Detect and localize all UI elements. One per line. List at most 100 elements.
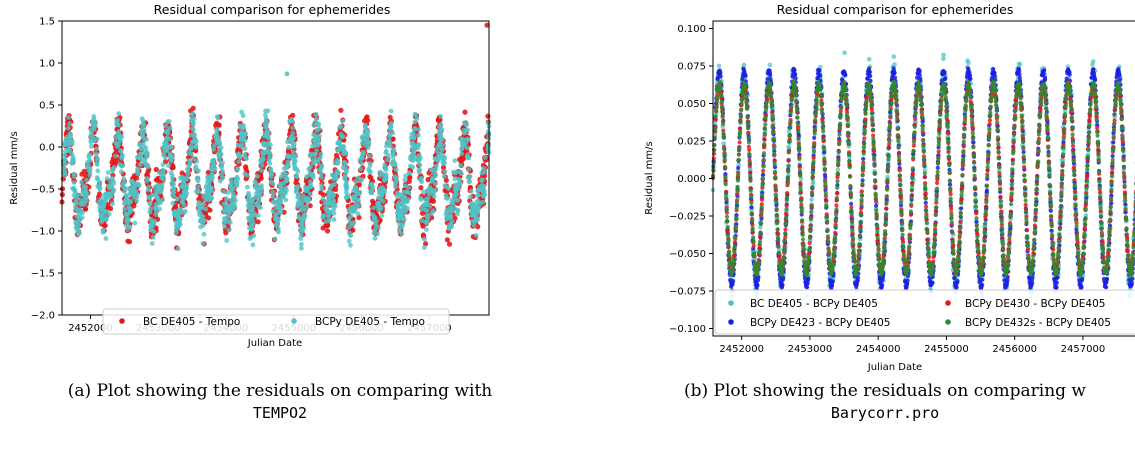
chart-a-point xyxy=(221,220,227,225)
chart-a-point xyxy=(371,230,377,236)
chart-a-point xyxy=(227,220,233,225)
chart-a-point xyxy=(62,152,67,158)
chart-a-point xyxy=(374,218,379,224)
chart-a-point xyxy=(356,214,362,221)
chart-a-point xyxy=(219,172,224,178)
chart-a-point xyxy=(407,170,412,176)
chart-a-point xyxy=(128,199,134,205)
chart-a-point xyxy=(442,169,448,174)
chart-a-point xyxy=(193,139,199,145)
chart-a-point xyxy=(253,185,259,191)
chart-a-point xyxy=(406,178,412,184)
chart-a-ylabel: Residual mm/s xyxy=(9,131,20,204)
chart-a-point xyxy=(94,146,99,152)
chart-a-point xyxy=(439,147,445,153)
chart-a-y-tick-label: 0.5 xyxy=(39,101,55,112)
chart-a-point xyxy=(278,210,284,215)
chart-a-point xyxy=(355,211,361,217)
chart-a-point xyxy=(95,157,100,162)
chart-a-point xyxy=(371,205,376,211)
chart-b-points xyxy=(710,50,1135,298)
chart-a-point xyxy=(317,133,322,139)
chart-a-point xyxy=(375,231,380,237)
chart-a-point xyxy=(139,116,145,121)
chart-a-point xyxy=(177,210,183,216)
chart-a-point xyxy=(293,173,299,179)
chart-a-point xyxy=(249,198,255,203)
chart-a-point xyxy=(344,185,349,191)
chart-a-point xyxy=(166,163,171,168)
chart-a-point xyxy=(128,179,134,185)
chart-b-point xyxy=(891,54,897,59)
chart-b-point xyxy=(1016,61,1022,67)
chart-a-point xyxy=(85,159,91,165)
chart-a-point xyxy=(277,182,283,188)
chart-a-point xyxy=(474,199,480,205)
chart-a-point xyxy=(253,194,259,200)
chart-a-point xyxy=(190,121,196,127)
chart-a-point xyxy=(287,137,293,143)
chart-a-point xyxy=(248,223,254,229)
chart-a-point xyxy=(379,213,385,218)
chart-a-point xyxy=(79,200,84,206)
chart-a-point xyxy=(191,156,197,162)
chart-a-point xyxy=(122,199,128,205)
chart-a-point xyxy=(449,207,455,212)
chart-a-point xyxy=(73,219,79,225)
chart-a-point xyxy=(468,188,474,194)
chart-a-point xyxy=(376,200,381,206)
chart-a-point xyxy=(466,155,472,161)
chart-a-point xyxy=(113,153,118,159)
chart-a-point xyxy=(299,241,304,247)
chart-a-point xyxy=(421,189,426,195)
chart-a-point xyxy=(419,210,426,216)
chart-a-point xyxy=(140,132,145,138)
chart-a-point xyxy=(318,175,324,180)
chart-a-point xyxy=(96,199,101,205)
chart-a-point xyxy=(67,134,73,140)
chart-a-point xyxy=(349,205,354,210)
chart-b-point xyxy=(736,165,741,170)
chart-a-point xyxy=(346,225,352,231)
chart-a-point xyxy=(185,171,191,176)
chart-a-point xyxy=(170,191,176,196)
legend-label-bcpy-de405-tempo: BCPy DE405 - Tempo xyxy=(315,316,425,328)
chart-a-point xyxy=(299,222,304,228)
chart-a-point xyxy=(308,164,313,170)
chart-a-point xyxy=(72,188,77,193)
chart-a-point xyxy=(100,198,106,204)
chart-a-point xyxy=(118,148,123,154)
chart-a-point xyxy=(70,138,75,144)
chart-a-point xyxy=(99,219,105,225)
chart-a-point xyxy=(327,191,333,197)
chart-a-point xyxy=(485,113,491,119)
chart-a-point xyxy=(229,181,235,187)
chart-a-point xyxy=(161,177,167,183)
chart-a-point xyxy=(429,179,434,184)
chart-a-point xyxy=(382,177,388,183)
chart-a-point xyxy=(137,142,143,147)
chart-a-point xyxy=(421,245,427,250)
chart-a-point xyxy=(416,169,422,175)
chart-a-point xyxy=(401,203,407,209)
chart-a-point xyxy=(160,169,166,175)
chart-a-point xyxy=(157,170,162,176)
chart-a-point xyxy=(187,158,192,163)
chart-a-point xyxy=(318,151,324,157)
chart-a-point xyxy=(106,170,111,175)
chart-a-point xyxy=(307,203,313,209)
chart-a-point xyxy=(264,129,270,135)
chart-a-point xyxy=(110,190,115,195)
chart-a-point xyxy=(73,200,79,205)
chart-a-point xyxy=(423,241,429,247)
chart-b: Residual comparison for ephemerides −0.1… xyxy=(644,2,1135,373)
chart-a-point xyxy=(299,245,304,251)
chart-a-point xyxy=(326,218,332,224)
chart-a-point xyxy=(360,135,365,141)
chart-a-point xyxy=(452,176,458,182)
chart-a-point xyxy=(126,210,132,216)
chart-a-point xyxy=(131,203,137,209)
chart-a-point xyxy=(175,215,181,220)
chart-a-point xyxy=(101,209,107,214)
chart-a-point xyxy=(457,178,463,184)
